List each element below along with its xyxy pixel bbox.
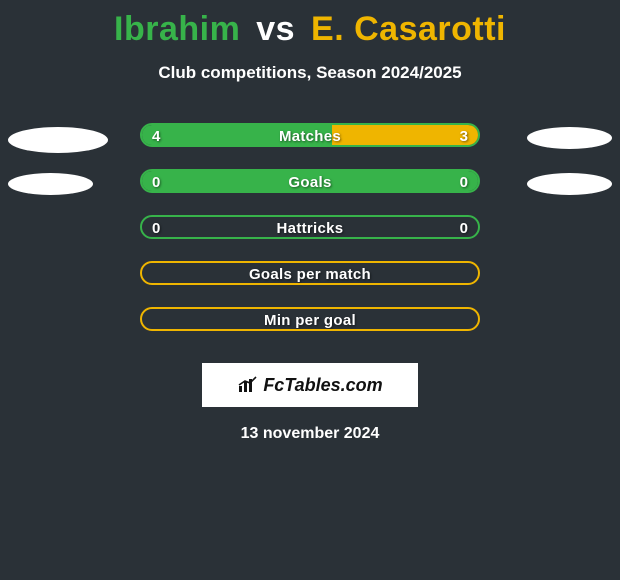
footer-date: 13 november 2024 xyxy=(0,425,620,443)
comparison-title: Ibrahim vs E. Casarotti xyxy=(0,0,620,49)
stat-bar: Goals per match xyxy=(140,261,480,285)
logo-text: FcTables.com xyxy=(263,375,382,396)
player1-ellipse xyxy=(8,173,93,195)
stat-label: Goals per match xyxy=(142,263,478,285)
player2-ellipse xyxy=(527,173,612,195)
stat-label: Hattricks xyxy=(142,217,478,239)
player2-ellipse xyxy=(527,127,612,149)
player2-name: E. Casarotti xyxy=(311,10,506,48)
stat-bar: 43Matches xyxy=(140,123,480,147)
chart-icon xyxy=(237,376,259,394)
stat-row: Min per goal xyxy=(0,307,620,353)
stat-row: 00Hattricks xyxy=(0,215,620,261)
stat-row: 43Matches xyxy=(0,123,620,169)
stat-label: Matches xyxy=(142,125,478,147)
vs-label: vs xyxy=(256,10,295,48)
stat-row: Goals per match xyxy=(0,261,620,307)
stat-bar: 00Goals xyxy=(140,169,480,193)
fctables-logo: FcTables.com xyxy=(237,375,382,396)
stat-bar: Min per goal xyxy=(140,307,480,331)
stat-bar: 00Hattricks xyxy=(140,215,480,239)
stat-rows-container: 43Matches 00Goals 00Hattricks Goals per mat… xyxy=(0,123,620,353)
logo-box: FcTables.com xyxy=(202,363,418,407)
stat-row: 00Goals xyxy=(0,169,620,215)
player1-name: Ibrahim xyxy=(114,10,240,48)
player1-ellipse xyxy=(8,127,108,153)
stat-label: Min per goal xyxy=(142,309,478,331)
stat-label: Goals xyxy=(142,171,478,193)
subtitle: Club competitions, Season 2024/2025 xyxy=(0,63,620,83)
